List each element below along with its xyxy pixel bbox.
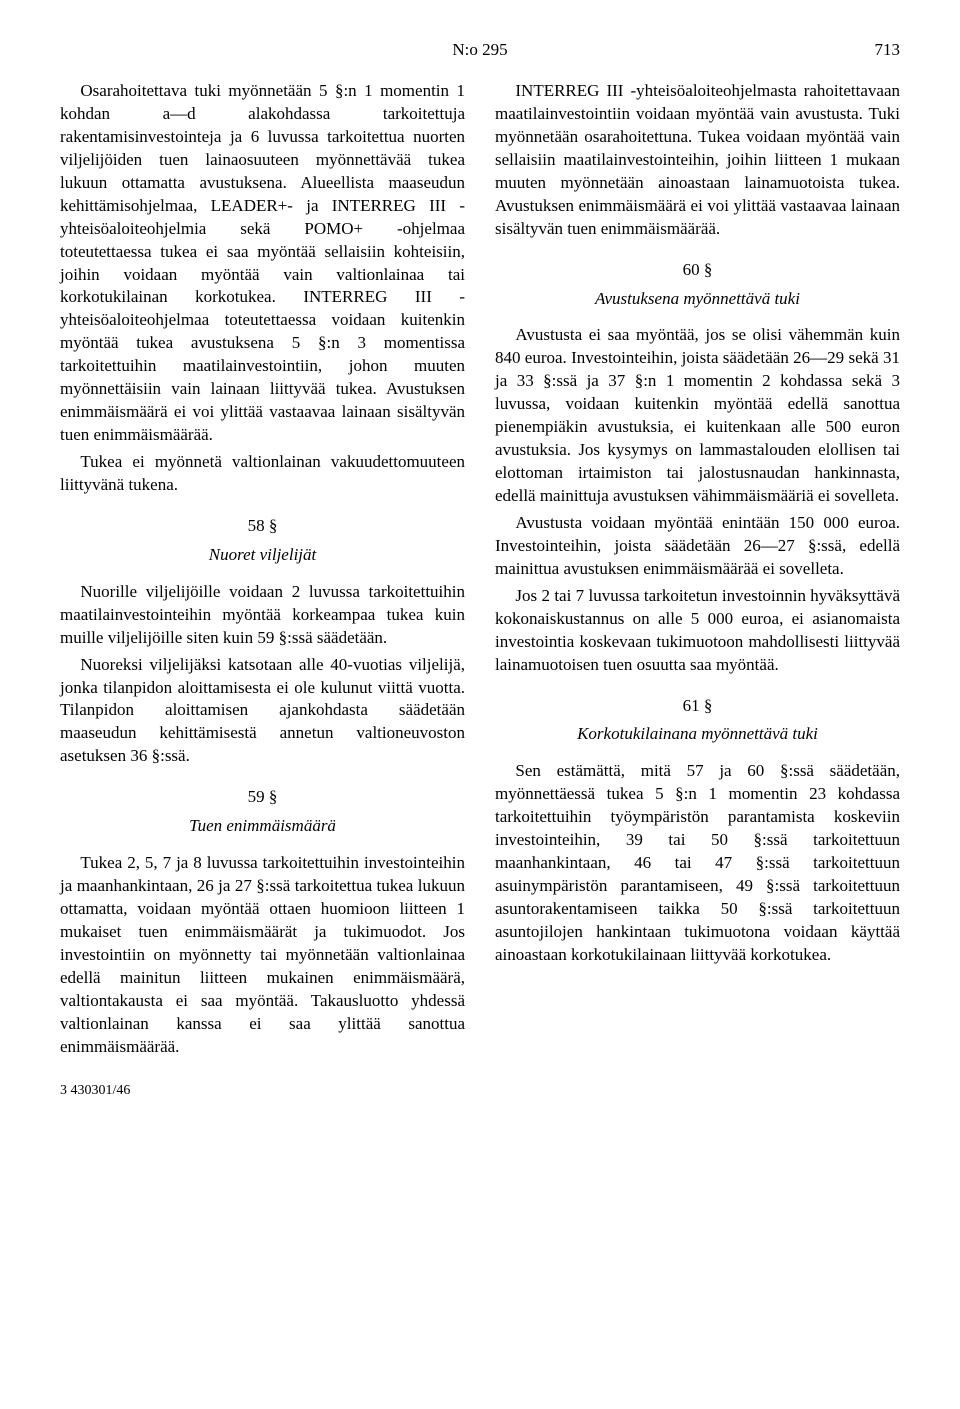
left-paragraph-3: Nuorille viljelijöille voidaan 2 luvussa… [60,581,465,650]
header-left-spacer [60,40,120,60]
two-column-layout: Osarahoitettava tuki myönnetään 5 §:n 1 … [60,80,900,1063]
right-column: INTERREG III -yhteisöaloiteohjelmasta ra… [495,80,900,1063]
left-paragraph-2: Tukea ei myönnetä valtionlainan vakuudet… [60,451,465,497]
right-paragraph-2: Avustusta ei saa myöntää, jos se olisi v… [495,324,900,508]
section-61-title: Korkotukilainana myönnettävä tuki [495,723,900,746]
right-paragraph-5: Sen estämättä, mitä 57 ja 60 §:ssä sääde… [495,760,900,966]
page-header: N:o 295 713 [60,40,900,60]
right-paragraph-3: Avustusta voidaan myöntää enintään 150 0… [495,512,900,581]
section-61-number: 61 § [495,695,900,718]
section-60-title: Avustuksena myönnettävä tuki [495,288,900,311]
document-page: N:o 295 713 Osarahoitettava tuki myönnet… [0,0,960,1139]
left-paragraph-4: Nuoreksi viljelijäksi katsotaan alle 40-… [60,654,465,769]
page-footer: 3 430301/46 [60,1083,900,1099]
left-paragraph-5: Tukea 2, 5, 7 ja 8 luvussa tarkoitettuih… [60,852,465,1058]
section-59-title: Tuen enimmäismäärä [60,815,465,838]
page-number: 713 [840,40,900,60]
section-60-number: 60 § [495,259,900,282]
section-58-title: Nuoret viljelijät [60,544,465,567]
section-58-number: 58 § [60,515,465,538]
right-paragraph-4: Jos 2 tai 7 luvussa tarkoitetun investoi… [495,585,900,677]
left-column: Osarahoitettava tuki myönnetään 5 §:n 1 … [60,80,465,1063]
right-paragraph-1: INTERREG III -yhteisöaloiteohjelmasta ra… [495,80,900,241]
section-59-number: 59 § [60,786,465,809]
left-paragraph-1: Osarahoitettava tuki myönnetään 5 §:n 1 … [60,80,465,447]
document-number: N:o 295 [120,40,840,60]
